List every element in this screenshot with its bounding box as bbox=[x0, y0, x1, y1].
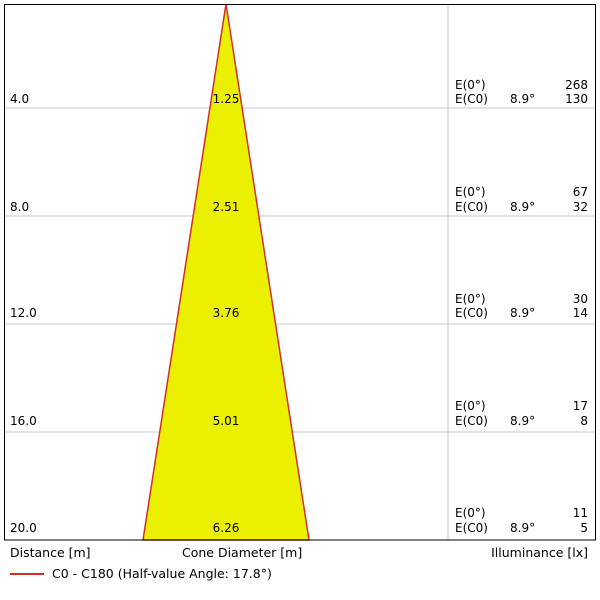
e0-label-row-3: E(0°) bbox=[455, 292, 486, 306]
diameter-label-row-3: 3.76 bbox=[212, 306, 240, 320]
diameter-label-row-4: 5.01 bbox=[212, 414, 240, 428]
distance-axis-label: Distance [m] bbox=[10, 545, 91, 560]
angle-row-4: 8.9° bbox=[510, 414, 536, 428]
legend-text: C0 - C180 (Half-value Angle: 17.8°) bbox=[52, 566, 272, 581]
ec0-label-row-5: E(C0) bbox=[455, 521, 488, 535]
distance-label-row-2: 8.0 bbox=[10, 200, 30, 214]
ec0-label-row-2: E(C0) bbox=[455, 200, 488, 214]
ec0-value-row-3: 14 bbox=[572, 306, 588, 320]
e0-value-row-2: 67 bbox=[572, 185, 588, 199]
e0-value-row-4: 17 bbox=[572, 399, 588, 413]
e0-label-row-1: E(0°) bbox=[455, 78, 486, 92]
distance-label-row-1: 4.0 bbox=[10, 92, 30, 106]
diameter-label-row-5: 6.26 bbox=[212, 521, 240, 535]
distance-label-row-4: 16.0 bbox=[10, 414, 37, 428]
angle-row-1: 8.9° bbox=[510, 92, 536, 106]
angle-row-5: 8.9° bbox=[510, 521, 536, 535]
ec0-value-row-4: 8 bbox=[580, 414, 588, 428]
light-cone bbox=[142, 3, 310, 541]
ec0-label-row-1: E(C0) bbox=[455, 92, 488, 106]
distance-label-row-5: 20.0 bbox=[10, 521, 37, 535]
cone-diameter-axis-label: Cone Diameter [m] bbox=[182, 545, 303, 560]
e0-label-row-5: E(0°) bbox=[455, 506, 486, 520]
distance-label-row-3: 12.0 bbox=[10, 306, 37, 320]
ec0-value-row-5: 5 bbox=[580, 521, 588, 535]
ec0-value-row-1: 130 bbox=[565, 92, 588, 106]
e0-label-row-4: E(0°) bbox=[455, 399, 486, 413]
ec0-label-row-3: E(C0) bbox=[455, 306, 488, 320]
ec0-value-row-2: 32 bbox=[572, 200, 588, 214]
legend-line-swatch bbox=[10, 573, 44, 575]
diameter-label-row-1: 1.25 bbox=[212, 92, 240, 106]
e0-value-row-3: 30 bbox=[572, 292, 588, 306]
diameter-label-row-2: 2.51 bbox=[212, 200, 240, 214]
ec0-label-row-4: E(C0) bbox=[455, 414, 488, 428]
grid-lines bbox=[4, 4, 596, 540]
angle-row-3: 8.9° bbox=[510, 306, 536, 320]
illuminance-axis-label: Illuminance [lx] bbox=[491, 545, 588, 560]
e0-value-row-5: 11 bbox=[572, 506, 588, 520]
e0-value-row-1: 268 bbox=[565, 78, 588, 92]
angle-row-2: 8.9° bbox=[510, 200, 536, 214]
frame bbox=[4, 4, 596, 541]
e0-label-row-2: E(0°) bbox=[455, 185, 486, 199]
